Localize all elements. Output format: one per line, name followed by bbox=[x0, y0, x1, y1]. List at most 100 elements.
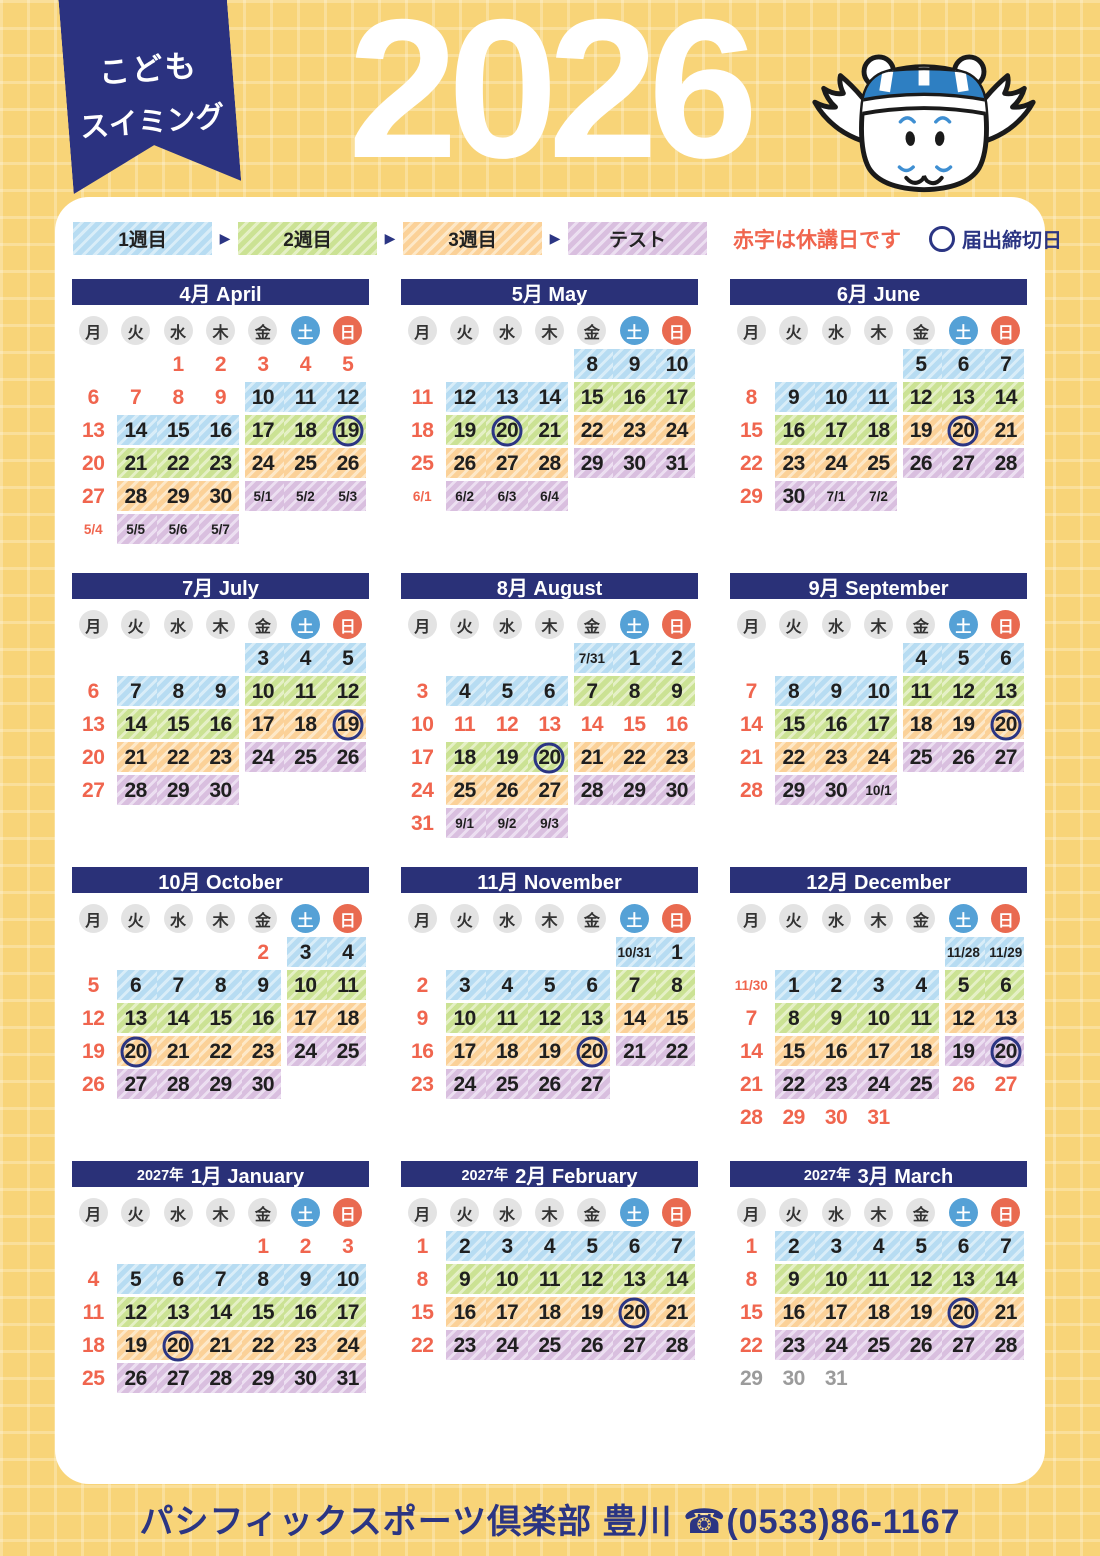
weekday-weekday: 金 bbox=[900, 316, 942, 345]
date-row: 27 28 29 30 bbox=[72, 774, 369, 807]
badge-line2: スイミング bbox=[78, 101, 226, 145]
date-number: 12 bbox=[538, 1006, 561, 1030]
week-band-orange bbox=[573, 415, 614, 445]
month-name: 3月 March bbox=[857, 1165, 954, 1188]
date-row: 2 3 4 bbox=[72, 936, 369, 969]
week-band-blue bbox=[199, 970, 242, 1000]
date-cell bbox=[72, 1230, 114, 1263]
date-rows: 8 9 10 11 12 13 14 15 16 17 18 19 20 21 22 23 24 25 26 27 28… bbox=[401, 348, 698, 513]
date-number: 14 bbox=[538, 385, 561, 409]
weekday-label: 日 bbox=[668, 618, 685, 636]
date-number: 10 bbox=[867, 679, 890, 703]
date-row: 15 16 17 18 19 20 21 bbox=[730, 1296, 1027, 1329]
date-cell: 12 bbox=[899, 1263, 943, 1296]
week-band-green bbox=[775, 1003, 815, 1033]
date-number: 3 bbox=[872, 973, 885, 997]
weekday-saturday: 土 bbox=[284, 316, 326, 345]
date-cell: 15 bbox=[655, 1002, 698, 1035]
date-cell: 18 bbox=[72, 1329, 114, 1362]
date-cell: 14 bbox=[984, 1263, 1027, 1296]
date-cell: 2 bbox=[772, 1230, 815, 1263]
week-band-purple bbox=[284, 481, 327, 511]
date-cell: 13 bbox=[942, 381, 985, 414]
date-cell: 15 bbox=[241, 1296, 285, 1329]
date-number: 16 bbox=[782, 1300, 805, 1324]
date-number: 12 bbox=[495, 712, 519, 736]
week-band-orange bbox=[984, 1003, 1024, 1033]
date-number: 26 bbox=[82, 1072, 105, 1096]
month-2: 5月 May 月 火 水 木 金 土 日 8 9 10 11 12 13 14 15 16 17 18 19 20 21 2… bbox=[401, 279, 698, 573]
date-number: 20 bbox=[952, 418, 975, 442]
date-cell bbox=[571, 936, 613, 969]
date-cell: 30 bbox=[199, 480, 241, 513]
date-cell: 18 bbox=[485, 1035, 529, 1068]
month-10: 2027年 1月 January 月火水木金土日 1 2 3 4 5 6 7 8 9 10 11 12 13 1… bbox=[72, 1161, 369, 1455]
date-number: 3 bbox=[459, 973, 471, 997]
week-band-orange bbox=[117, 481, 157, 511]
weekday-weekday: 火 bbox=[114, 610, 156, 639]
date-cell: 7/2 bbox=[857, 480, 899, 513]
date-number: 17 bbox=[453, 1039, 476, 1063]
date-cell: 28 bbox=[114, 774, 157, 807]
week-band-orange bbox=[156, 481, 200, 511]
date-cell: 18 bbox=[857, 414, 899, 447]
weekday-label: 月 bbox=[743, 324, 760, 342]
date-cell: 9 bbox=[655, 675, 698, 708]
week-band-purple bbox=[485, 481, 529, 511]
week-band-orange bbox=[528, 448, 568, 478]
week-band-orange bbox=[814, 1036, 858, 1066]
date-number: 27 bbox=[580, 1072, 604, 1096]
weekday-circle: 木 bbox=[205, 904, 235, 933]
date-cell bbox=[985, 1362, 1027, 1395]
date-number: 19 bbox=[538, 1039, 561, 1063]
week-band-green bbox=[775, 1264, 815, 1294]
week-band-purple bbox=[655, 775, 695, 805]
weekday-weekday: 月 bbox=[72, 316, 114, 345]
date-number: 9 bbox=[830, 679, 842, 703]
weekday-header-row: 月火水木金土日 bbox=[72, 610, 369, 639]
weekday-label: 火 bbox=[456, 912, 473, 930]
weekday-label: 月 bbox=[743, 912, 760, 930]
date-cell: 7 bbox=[730, 1002, 772, 1035]
date-number: 15 bbox=[209, 1006, 232, 1030]
date-cell: 8 bbox=[571, 348, 614, 381]
date-cell: 10 bbox=[814, 1263, 858, 1296]
date-cell: 7 bbox=[984, 1230, 1027, 1263]
date-cell: 1 bbox=[655, 936, 698, 969]
mascot-eyebrows bbox=[898, 116, 952, 124]
date-cell: 20 bbox=[72, 741, 114, 774]
legend-chip-orange: 3週目 bbox=[403, 222, 542, 255]
date-rows: 4 5 6 7 8 9 10 11 12 13 14 15 16 17 18 19 20 21 22 23 24 25 26… bbox=[730, 642, 1027, 807]
date-cell: 28 bbox=[730, 1101, 772, 1134]
date-cell: 29 bbox=[156, 480, 200, 513]
date-cell: 31 bbox=[857, 1101, 899, 1134]
date-number: 14 bbox=[124, 712, 147, 736]
date-cell: 17 bbox=[814, 414, 858, 447]
date-number: 27 bbox=[82, 778, 105, 802]
date-number: 8 bbox=[628, 679, 641, 703]
mascot-mouth bbox=[904, 175, 944, 186]
date-cell: 6/4 bbox=[528, 480, 570, 513]
date-number: 31 bbox=[665, 451, 689, 475]
date-cell: 10/31 bbox=[613, 936, 656, 969]
date-cell: 11 bbox=[857, 381, 899, 414]
date-cell: 18 bbox=[528, 1296, 571, 1329]
date-number: 9/3 bbox=[540, 816, 559, 831]
date-cell: 7 bbox=[114, 381, 156, 414]
weekday-label: 土 bbox=[297, 618, 314, 636]
date-number: 7 bbox=[586, 679, 598, 703]
date-cell: 11 bbox=[326, 969, 369, 1002]
week-band-blue bbox=[156, 970, 200, 1000]
date-cell: 5 bbox=[114, 1263, 157, 1296]
date-cell: 4 bbox=[284, 348, 326, 381]
date-number: 6 bbox=[628, 1234, 641, 1258]
date-cell bbox=[401, 642, 443, 675]
date-number: 27 bbox=[952, 1333, 975, 1357]
date-cell: 12 bbox=[443, 381, 486, 414]
holiday-note: 赤字は休講日です bbox=[733, 228, 901, 252]
date-cell: 12 bbox=[942, 1002, 985, 1035]
week-band-orange bbox=[902, 709, 943, 739]
date-number: 9 bbox=[671, 679, 683, 703]
weekday-weekday: 水 bbox=[486, 904, 528, 933]
date-number: 30 bbox=[824, 1105, 848, 1129]
